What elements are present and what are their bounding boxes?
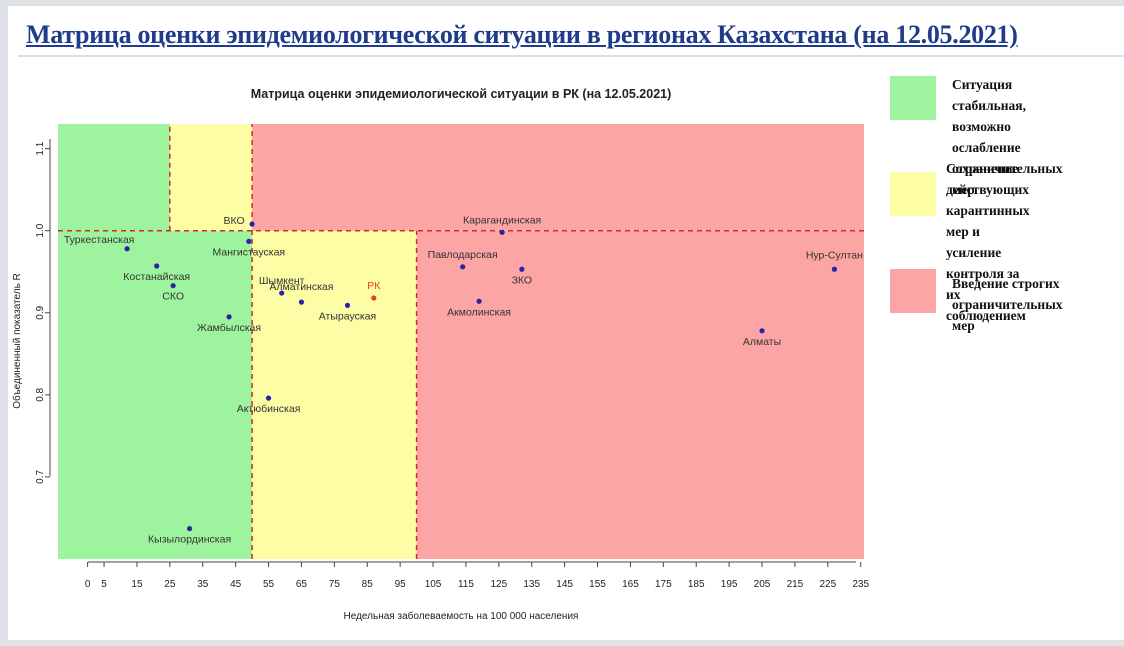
data-point bbox=[249, 221, 255, 227]
data-point-label: Шымкент bbox=[259, 275, 305, 287]
x-tick-label: 165 bbox=[622, 579, 639, 590]
y-tick-label: 1.1 bbox=[35, 141, 46, 155]
x-tick-label: 185 bbox=[688, 579, 705, 590]
data-point bbox=[519, 266, 525, 272]
data-point-label: Костанайская bbox=[123, 271, 190, 283]
data-point-label: Карагандинская bbox=[463, 214, 541, 226]
data-point bbox=[124, 246, 130, 252]
zone-1 bbox=[169, 124, 253, 231]
data-point bbox=[298, 299, 305, 305]
zone-4 bbox=[416, 230, 864, 559]
x-tick-label: 215 bbox=[787, 579, 804, 590]
reference-lines bbox=[58, 124, 864, 559]
data-point bbox=[246, 238, 252, 244]
data-point-label: ЗКО bbox=[512, 274, 533, 286]
data-point-label: Алматинская bbox=[269, 281, 333, 293]
data-point-label: Кызылординская bbox=[148, 534, 231, 546]
data-point-label: Жамбылская bbox=[197, 322, 261, 334]
x-tick-label: 95 bbox=[395, 579, 407, 590]
page-title: Матрица оценки эпидемиологической ситуац… bbox=[26, 20, 1018, 49]
legend-label-stable: Ситуация стабильная, возможно ослабление… bbox=[952, 77, 1063, 197]
x-tick-label: 5 bbox=[101, 579, 107, 590]
x-tick-label: 235 bbox=[852, 579, 869, 590]
data-point-label: Туркестанская bbox=[64, 234, 135, 246]
data-point bbox=[154, 263, 160, 269]
x-tick-label: 45 bbox=[230, 579, 242, 590]
data-point bbox=[371, 295, 377, 301]
x-tick-label: 75 bbox=[329, 579, 341, 590]
data-point bbox=[759, 328, 765, 334]
legend-label-strict: Введение строгих ограничительных мер bbox=[952, 276, 1063, 333]
x-ticks: 0 5 15 25 35 45 55 65 75 85 95 105 115 125 135 145 155 16… bbox=[85, 562, 869, 590]
chart-title: Матрица оценки эпидемиологической ситуац… bbox=[251, 87, 672, 101]
x-tick-label: 115 bbox=[458, 579, 474, 590]
data-point-label: ВКО bbox=[224, 215, 245, 227]
legend-label-maintain: Сохранение действующих карантинных мер и… bbox=[946, 161, 1030, 323]
x-tick-label: 125 bbox=[490, 579, 507, 590]
data-point-label: Акмолинская bbox=[447, 306, 511, 318]
y-tick-label: 0.8 bbox=[35, 387, 46, 401]
data-point bbox=[279, 290, 285, 296]
x-tick-label: 175 bbox=[655, 579, 672, 590]
data-point-label: Актюбинская bbox=[237, 403, 301, 415]
data-point-label: Мангистауская bbox=[213, 246, 286, 258]
x-tick-label: 85 bbox=[362, 579, 374, 590]
legend-swatch-red bbox=[890, 269, 936, 313]
y-axis-title: Объединенный показатель R bbox=[11, 273, 23, 409]
zone-3 bbox=[252, 124, 864, 231]
x-tick-label: 55 bbox=[263, 579, 275, 590]
y-ticks: 0.7 0.8 0.9 1.0 1.1 bbox=[35, 141, 50, 484]
data-point bbox=[265, 395, 272, 401]
data-point bbox=[226, 314, 232, 320]
y-tick-label: 1.0 bbox=[35, 223, 46, 237]
data-point-label: РК bbox=[367, 280, 381, 292]
zones-layer bbox=[58, 124, 864, 559]
legend-swatch-green bbox=[890, 76, 936, 120]
x-tick-label: 0 bbox=[85, 579, 91, 590]
x-tick-label: 15 bbox=[131, 579, 143, 590]
x-tick-label: 35 bbox=[197, 579, 209, 590]
data-point-label: Нур-Султан bbox=[806, 249, 863, 261]
x-tick-label: 135 bbox=[523, 579, 540, 590]
data-point-label: Павлодарская bbox=[428, 249, 498, 261]
data-point bbox=[344, 302, 351, 308]
x-tick-label: 195 bbox=[721, 579, 738, 590]
x-tick-label: 25 bbox=[164, 579, 176, 590]
data-point-label: СКО bbox=[162, 291, 184, 303]
data-point-label: Атырауская bbox=[319, 310, 376, 322]
data-point bbox=[460, 264, 466, 270]
x-tick-label: 155 bbox=[589, 579, 606, 590]
data-point bbox=[186, 526, 193, 532]
data-point bbox=[476, 298, 482, 304]
data-point bbox=[499, 229, 505, 235]
zone-2 bbox=[252, 230, 417, 559]
data-point bbox=[831, 266, 837, 272]
legend-swatch-yellow bbox=[890, 172, 936, 216]
x-axis-title: Недельная заболеваемость на 100 000 насе… bbox=[344, 610, 579, 622]
x-tick-label: 65 bbox=[296, 579, 308, 590]
x-tick-label: 205 bbox=[754, 579, 771, 590]
y-tick-label: 0.9 bbox=[35, 305, 46, 319]
y-tick-label: 0.7 bbox=[35, 470, 46, 484]
data-points: Туркестанская Костанайская СКО Жамбылская Кы… bbox=[64, 214, 863, 545]
data-point-label: Алматы bbox=[743, 336, 781, 348]
x-tick-label: 105 bbox=[425, 579, 442, 590]
data-point bbox=[170, 283, 176, 289]
x-tick-label: 225 bbox=[819, 579, 836, 590]
axes-layer bbox=[49, 139, 856, 563]
x-tick-label: 145 bbox=[556, 579, 573, 590]
